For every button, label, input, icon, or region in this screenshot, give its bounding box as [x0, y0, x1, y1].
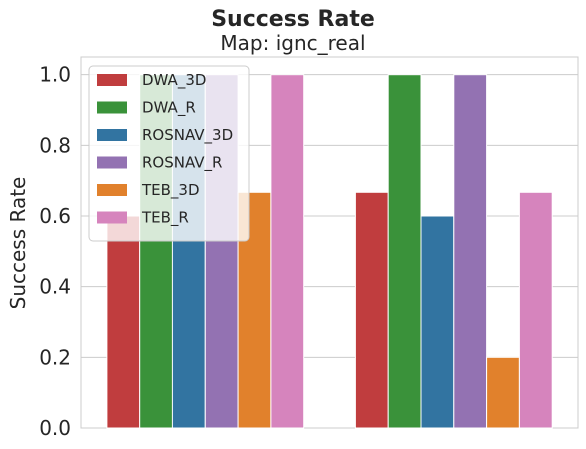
y-tick-label: 0.8 — [39, 133, 71, 157]
y-tick-label: 0.0 — [39, 416, 71, 440]
chart-subtitle: Map: ignc_real — [220, 31, 366, 55]
y-tick-label: 0.2 — [39, 345, 71, 369]
legend-swatch — [97, 101, 127, 114]
y-tick-label: 0.6 — [39, 204, 71, 228]
legend-label: DWA_3D — [142, 71, 206, 90]
chart-title: Success Rate — [211, 7, 375, 32]
bar-teb-r-2 — [518, 191, 553, 429]
y-tick-label: 1.0 — [39, 63, 71, 87]
bar-dwa-r-2 — [387, 74, 422, 429]
legend: DWA_3D DWA_R ROSNAV_3D ROSNAV_R TEB_3D TEB_R — [88, 65, 250, 242]
bar-dwa-3d-1 — [106, 215, 141, 429]
bars — [106, 74, 553, 429]
legend-label: ROSNAV_R — [142, 154, 222, 173]
legend-label: TEB_R — [141, 209, 189, 228]
legend-label: ROSNAV_3D — [142, 126, 233, 145]
y-axis-ticks: 0.0 0.2 0.4 0.6 0.8 1.0 — [39, 63, 71, 440]
bar-teb-3d-2 — [486, 356, 520, 429]
y-axis-label: Success Rate — [6, 177, 30, 310]
legend-swatch — [97, 74, 127, 86]
legend-label: TEB_3D — [141, 181, 200, 200]
legend-label: DWA_R — [142, 99, 196, 118]
bar-dwa-3d-2 — [354, 191, 389, 429]
legend-swatch — [97, 156, 127, 169]
bar-teb-r-1 — [270, 74, 305, 429]
legend-swatch — [97, 211, 127, 224]
y-tick-label: 0.4 — [39, 275, 71, 299]
legend-swatch — [97, 184, 127, 196]
legend-box — [88, 65, 250, 242]
legend-swatch — [97, 129, 127, 141]
bar-rosnav-r-2 — [453, 74, 488, 429]
plot-frame — [80, 56, 579, 429]
bar-rosnav-3d-2 — [420, 215, 455, 429]
